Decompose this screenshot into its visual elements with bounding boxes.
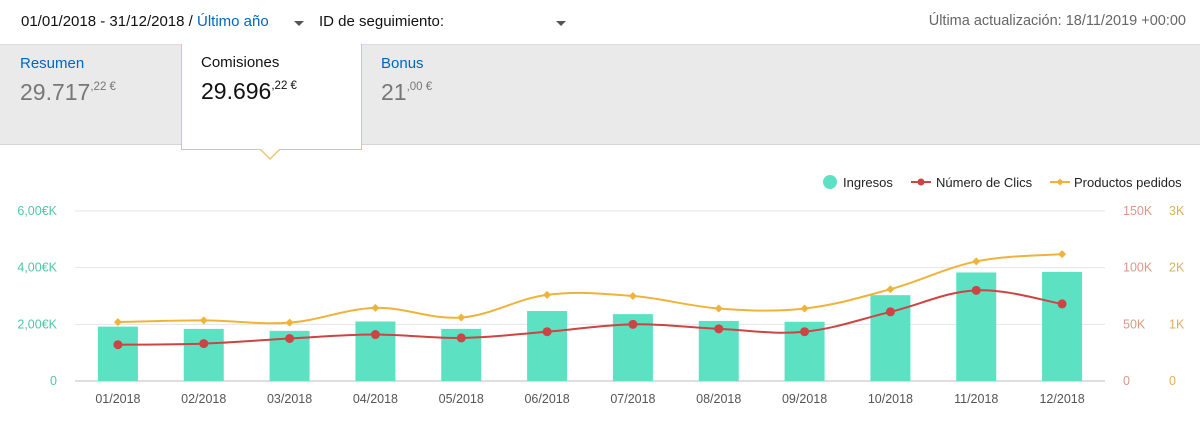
tab-title[interactable]: Resumen (20, 55, 85, 72)
active-tab-pointer-fill (260, 148, 280, 158)
point-products (628, 292, 637, 300)
x-axis-tick: 09/2018 (782, 392, 827, 406)
chevron-down-icon[interactable] (556, 21, 566, 26)
value-integer: 29.696 (201, 78, 272, 104)
value-integer: 29.717 (20, 79, 91, 105)
point-products (972, 257, 981, 266)
point-products (800, 304, 809, 313)
point-products (543, 290, 552, 299)
point-products (886, 285, 895, 294)
tab-resumen[interactable]: Resumen 29.717,22 € (20, 45, 170, 146)
point-products (714, 304, 723, 313)
x-axis-tick: 07/2018 (610, 392, 655, 406)
x-axis-tick: 10/2018 (868, 392, 913, 406)
tab-value: 29.696,22 € (201, 78, 297, 105)
legend-label-products: Productos pedidos (1074, 175, 1182, 190)
tab-bonus[interactable]: Bonus 21,00 € (381, 45, 531, 146)
point-products (285, 318, 294, 327)
point-clicks (1057, 299, 1067, 309)
point-clicks (628, 319, 638, 329)
date-range-selector[interactable]: 01/01/2018 - 31/12/2018 / Último año (21, 13, 269, 30)
tab-comisiones[interactable]: Comisiones 29.696,22 € (181, 44, 362, 150)
bar-ingresos (97, 326, 138, 381)
y-axis-right-clicks-tick: 100K (1123, 261, 1153, 275)
last-update-text: Última actualización: 18/11/2019 +00:00 (928, 13, 1186, 29)
point-clicks (542, 327, 552, 337)
point-clicks (800, 327, 810, 337)
x-axis-tick: 06/2018 (524, 392, 569, 406)
bar-ingresos (1042, 271, 1083, 381)
x-axis-tick: 02/2018 (181, 392, 226, 406)
point-clicks (885, 307, 895, 317)
y-axis-right-products-tick: 0 (1169, 374, 1176, 388)
bar-ingresos (527, 311, 568, 381)
legend-label-clicks: Número de Clics (936, 175, 1033, 190)
x-axis-tick: 05/2018 (439, 392, 484, 406)
point-products (371, 303, 380, 312)
x-axis-tick: 12/2018 (1039, 392, 1084, 406)
x-axis-tick: 11/2018 (954, 392, 998, 406)
x-axis-tick: 04/2018 (353, 392, 398, 406)
tab-title[interactable]: Comisiones (201, 54, 280, 71)
point-clicks (971, 285, 981, 295)
y-axis-left-tick: 2,00€K (17, 317, 57, 331)
point-clicks (370, 330, 380, 340)
point-clicks (113, 340, 123, 350)
y-axis-right-products-tick: 1K (1169, 317, 1185, 331)
y-axis-right-clicks-tick: 50K (1123, 317, 1146, 331)
x-axis-tick: 03/2018 (267, 392, 312, 406)
value-decimal: ,00 € (406, 81, 433, 93)
tab-value: 29.717,22 € (20, 79, 116, 106)
y-axis-right-products-tick: 3K (1169, 204, 1185, 218)
y-axis-right-clicks-tick: 0 (1123, 374, 1130, 388)
point-clicks (456, 333, 466, 343)
y-axis-left-tick: 0 (50, 374, 57, 388)
tracking-id-dropdown[interactable]: ID de seguimiento: (319, 13, 445, 30)
bar-ingresos (183, 328, 224, 381)
date-range-text: 01/01/2018 - 31/12/2018 (21, 13, 185, 30)
point-products (457, 313, 466, 322)
x-axis-tick: 01/2018 (95, 392, 140, 406)
point-clicks (285, 334, 295, 343)
line-clicks (117, 289, 1063, 346)
value-integer: 21 (381, 79, 407, 105)
tab-value: 21,00 € (381, 79, 432, 106)
date-range-separator: / (188, 13, 193, 30)
y-axis-left-tick: 6,00€K (17, 204, 57, 218)
tab-title[interactable]: Bonus (381, 55, 424, 72)
y-axis-right-clicks-tick: 150K (1123, 204, 1153, 218)
point-clicks (714, 324, 724, 334)
point-products (113, 318, 122, 327)
earnings-chart: 0 2,00€K 4,00€K 6,00€K 0 50K 100K 150K 0 1K 2K 3K 01… (17, 175, 1185, 406)
value-decimal: ,22 € (90, 81, 116, 93)
value-decimal: ,22 € (271, 80, 297, 92)
summary-band: Resumen 29.717,22 € Bonus 21,00 € (0, 44, 1200, 145)
period-link[interactable]: Último año (197, 13, 269, 30)
point-products (199, 316, 208, 325)
y-axis-left-tick: 4,00€K (17, 261, 57, 275)
legend-swatch-products (1056, 178, 1064, 186)
filter-bar: 01/01/2018 - 31/12/2018 / Último año ID … (0, 0, 1200, 44)
point-clicks (199, 339, 209, 349)
legend-swatch-ingresos (823, 175, 837, 189)
y-axis-right-products-tick: 2K (1169, 261, 1185, 275)
legend-swatch-clicks (917, 178, 925, 186)
x-axis-tick: 08/2018 (696, 392, 741, 406)
legend-label-ingresos: Ingresos (843, 175, 893, 190)
point-products (1058, 250, 1067, 259)
chevron-down-icon[interactable] (294, 21, 304, 26)
line-products (117, 253, 1063, 325)
